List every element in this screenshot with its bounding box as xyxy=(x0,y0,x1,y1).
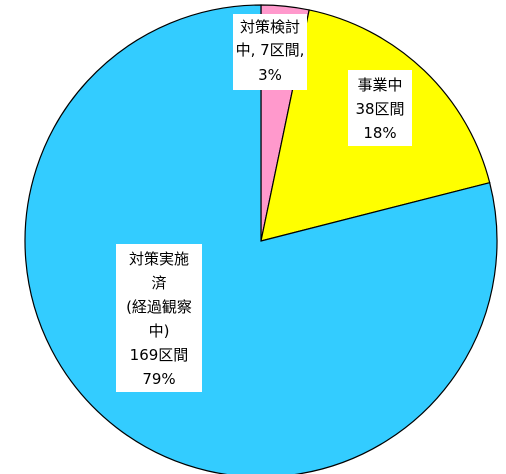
label-inprogress-box xyxy=(348,70,412,146)
label-inprogress-line-1: 事業中 xyxy=(357,76,402,94)
label-done-line-6: 79% xyxy=(142,370,175,388)
label-done: 対策実施 済 (経過観察 中) 169区間 79% xyxy=(116,244,202,392)
label-done-line-3: (経過観察 xyxy=(126,298,192,316)
label-consider-line-1: 対策検討 xyxy=(240,18,300,36)
label-inprogress-line-2: 38区間 xyxy=(355,100,404,118)
label-inprogress-line-3: 18% xyxy=(363,124,396,142)
label-consider: 対策検討 中, 7区間, 3% xyxy=(233,14,307,90)
label-consider-box xyxy=(233,14,307,90)
label-done-line-5: 169区間 xyxy=(130,346,189,364)
label-done-box xyxy=(116,244,202,392)
label-done-line-4: 中) xyxy=(149,322,170,340)
label-done-line-1: 対策実施 xyxy=(129,250,189,268)
label-consider-line-2: 中, 7区間, xyxy=(236,41,305,59)
label-consider-line-3: 3% xyxy=(258,66,282,84)
label-done-line-2: 済 xyxy=(151,274,166,292)
label-inprogress: 事業中 38区間 18% xyxy=(348,70,412,146)
